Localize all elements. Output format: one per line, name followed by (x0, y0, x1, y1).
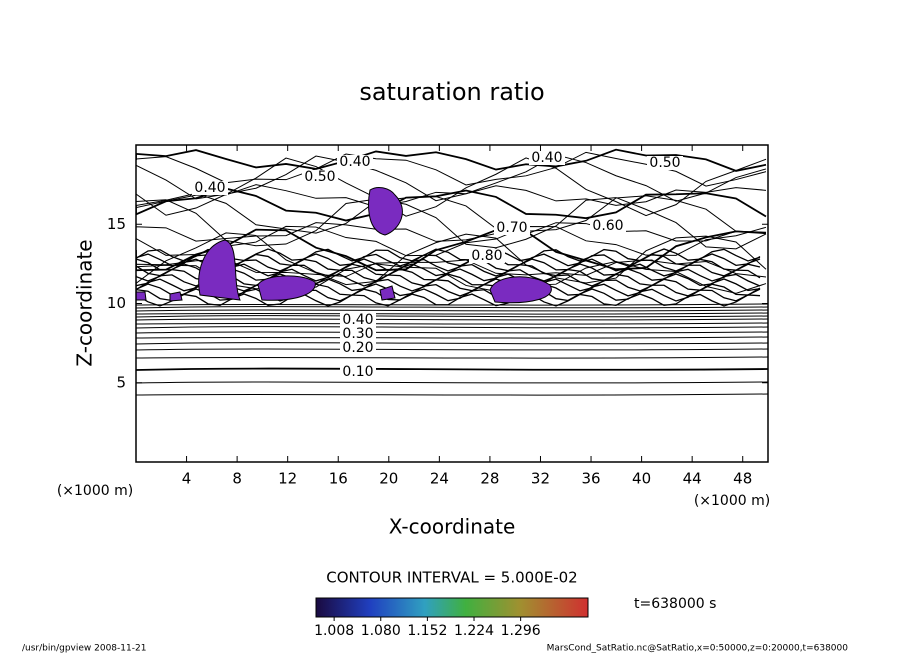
contour-label-bg (340, 365, 376, 379)
colorbar-tick-label: 1.152 (407, 623, 447, 639)
colorbar-tick-label: 1.080 (361, 623, 401, 639)
x-tick-label: 4 (182, 470, 192, 488)
contour-line (136, 356, 768, 359)
contour-label-bg (340, 313, 376, 327)
chart-title: saturation ratio (359, 78, 544, 106)
contour-label-bg (590, 219, 626, 233)
contour-label-bg (647, 156, 683, 170)
x-tick-label: 36 (581, 470, 600, 488)
contour-line (136, 293, 761, 307)
x-tick-label: 44 (683, 470, 702, 488)
contour-line (136, 154, 767, 202)
x-tick-label: 16 (329, 470, 348, 488)
contour-label: 0.50 (649, 155, 680, 171)
y-tick-label: 10 (107, 294, 126, 312)
contour-label: 0.60 (592, 218, 623, 234)
x-tick-label: 28 (480, 470, 499, 488)
x-tick-label: 20 (379, 470, 398, 488)
contour-line (136, 331, 768, 334)
y-tick-label: 15 (107, 215, 126, 233)
contour-label-bg (340, 341, 376, 355)
contour-line (136, 367, 768, 371)
contour-line (136, 326, 768, 329)
contour-label: 0.40 (339, 154, 370, 170)
contour-line (136, 157, 767, 217)
y-axis-label: Z-coordinate (73, 239, 97, 366)
contour-label-bg (302, 170, 338, 184)
colorbar-tick-label: 1.008 (314, 623, 354, 639)
contour-label: 0.50 (304, 169, 335, 185)
x-unit-label: (×1000 m) (694, 493, 770, 509)
x-tick-label: 32 (531, 470, 550, 488)
contour-line (136, 322, 768, 325)
x-tick-label: 8 (232, 470, 242, 488)
contour-line (136, 222, 767, 242)
contour-line (136, 336, 768, 339)
contour-label: 0.40 (531, 150, 562, 166)
x-tick-label: 12 (278, 470, 297, 488)
colorbar-tick-label: 1.296 (501, 623, 541, 639)
contour-line (136, 232, 767, 286)
contour-line (136, 318, 768, 321)
contour-label-bg (337, 155, 373, 169)
x-tick-label: 24 (430, 470, 449, 488)
contour-line (136, 342, 768, 345)
x-tick-label: 48 (733, 470, 752, 488)
contour-line (136, 148, 767, 172)
supersaturated-region (136, 291, 147, 301)
contour-label-bg (529, 151, 565, 165)
colorbar-tick-label: 1.224 (454, 623, 494, 639)
colorbar (315, 597, 589, 618)
contour-interval: CONTOUR INTERVAL = 5.000E-02 (326, 569, 577, 587)
contour-label: 0.80 (471, 248, 502, 264)
x-unit-label: (×1000 m) (57, 483, 133, 499)
footer-right: MarsCond_SatRatio.nc@SatRatio,x=0:50000,… (547, 644, 849, 654)
time-label: t=638000 s (634, 596, 716, 612)
contour-label: 0.20 (342, 340, 373, 356)
contour-line (136, 393, 768, 396)
y-tick-label: 5 (116, 373, 126, 391)
contour-label-bg (469, 249, 505, 263)
contour-line (136, 348, 768, 351)
supersaturated-region (198, 239, 241, 301)
plot-area: 0.100.200.300.400.40 0.400.400.500.500.60… (136, 148, 768, 396)
contour-label: 0.10 (342, 364, 373, 380)
x-tick-label: 40 (632, 470, 651, 488)
contour-line (136, 309, 768, 312)
supersaturated-region (379, 285, 396, 301)
footer-left: /usr/bin/gpview 2008-11-21 (22, 644, 146, 654)
contour-line (136, 184, 767, 209)
contour-label-bg (340, 327, 376, 341)
contour-line (136, 312, 768, 315)
supersaturated-region (368, 187, 403, 236)
contour-label: 0.30 (342, 326, 373, 342)
contour-line (136, 197, 767, 250)
contour-line (136, 306, 768, 309)
contour-line (136, 303, 768, 306)
contour-line (136, 381, 768, 384)
contour-label: 0.70 (496, 220, 527, 236)
x-axis-label: X-coordinate (389, 515, 516, 539)
supersaturated-region (257, 275, 316, 301)
contour-label-bg (192, 181, 228, 195)
contour-label-bg (494, 221, 530, 235)
contour-line (136, 192, 767, 234)
contour-line (136, 315, 768, 318)
supersaturated-region (169, 291, 183, 302)
contour-label: 0.40 (342, 312, 373, 328)
contour-label: 0.40 (194, 180, 225, 196)
supersaturated-region (489, 276, 552, 304)
